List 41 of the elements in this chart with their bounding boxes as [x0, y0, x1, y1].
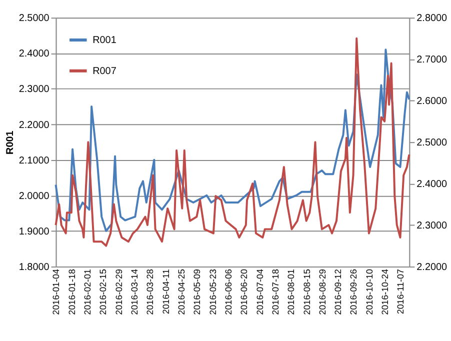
x-tick-label: 2016-10-24: [380, 269, 390, 315]
y2-tick-label: 2.4000: [416, 179, 448, 190]
y-tick-label: 1.8000: [18, 262, 50, 274]
x-tick-label: 2016-05-09: [192, 269, 202, 315]
x-tick-label: 2016-09-26: [348, 269, 359, 315]
y-tick-label: 2.5000: [18, 13, 50, 24]
x-tick-label: 2016-07-04: [254, 269, 265, 315]
y2-tick-label: 2.2000: [416, 262, 448, 274]
x-tick-label: 2016-08-15: [302, 269, 312, 315]
x-tick-label: 2016-10-10: [364, 269, 374, 315]
y-tick-label: 2.1000: [18, 155, 50, 166]
y2-tick-label: 2.6000: [416, 96, 448, 108]
x-tick-label: 2016-08-29: [317, 269, 328, 315]
y2-tick-label: 2.5000: [416, 138, 448, 149]
x-tick-label: 2016-04-25: [176, 269, 187, 315]
y-tick-label: 2.3000: [18, 84, 50, 96]
x-tick-label: 2016-03-14: [130, 269, 140, 315]
legend-label: R001: [92, 35, 117, 46]
x-tick-label: 2016-06-06: [223, 269, 234, 315]
x-tick-label: 2016-02-29: [114, 269, 124, 315]
x-tick-label: 2016-07-18: [270, 269, 280, 315]
y-tick-label: 2.0000: [18, 190, 50, 202]
x-tick-label: 2016-04-11: [160, 269, 171, 314]
y-axis-title: R001: [4, 130, 16, 154]
x-tick-label: 2016-08-01: [286, 269, 296, 315]
y2-tick-label: 2.8000: [416, 13, 448, 24]
x-tick-label: 2016-09-12: [333, 269, 344, 315]
x-tick-label: 2016-11-07: [396, 269, 406, 314]
y2-tick-label: 2.3000: [416, 220, 448, 232]
y-tick-label: 2.2000: [18, 120, 50, 131]
x-tick-label: 2016-03-28: [145, 269, 156, 315]
legend-label: R007: [92, 66, 117, 77]
x-tick-label: 2016-01-04: [51, 269, 62, 315]
x-tick-label: 2016-01-18: [66, 269, 77, 315]
y2-tick-label: 2.7000: [416, 54, 448, 66]
x-tick-label: 2016-02-15: [98, 269, 108, 315]
x-tick-label: 2016-02-01: [82, 269, 93, 315]
x-tick-label: 2016-05-23: [208, 269, 218, 315]
y-tick-label: 2.4000: [18, 48, 50, 60]
x-tick-label: 2016-06-20: [239, 269, 250, 315]
y-tick-label: 1.9000: [18, 226, 50, 238]
